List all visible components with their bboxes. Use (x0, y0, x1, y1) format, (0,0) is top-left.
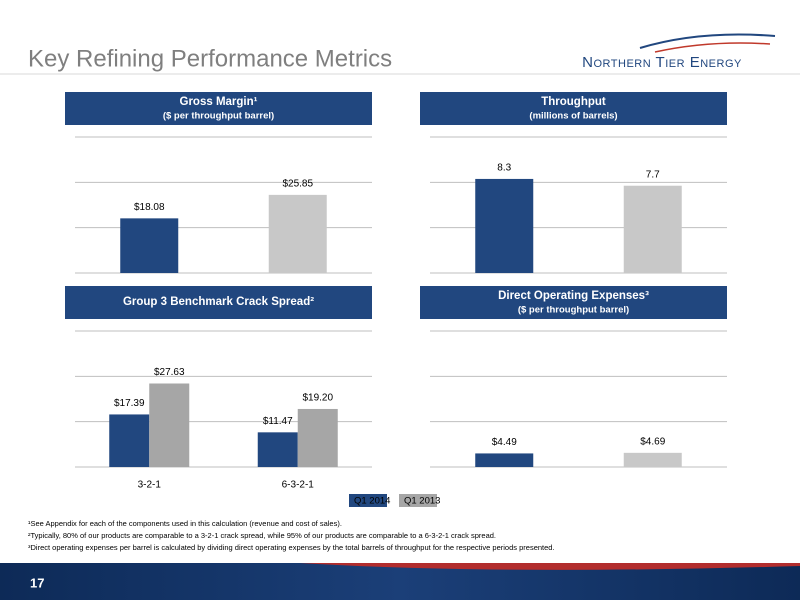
chart-header (420, 286, 727, 319)
x-tick-label: 3-2-1 (138, 480, 162, 491)
logo-swoosh (639, 33, 776, 49)
bar (257, 432, 298, 467)
bar (475, 178, 534, 273)
chart-title: Group 3 Benchmark Crack Spread² (123, 296, 314, 308)
chart-subtitle: ($ per throughput barrel) (518, 305, 629, 316)
footnote: ¹See Appendix for each of the components… (28, 519, 342, 528)
chart-header (65, 286, 372, 319)
bar (149, 383, 190, 467)
value-label: $18.08 (134, 202, 165, 213)
value-label: $4.69 (640, 436, 665, 447)
legend-label: Q1 2014 (354, 496, 390, 507)
x-tick-label: 6-3-2-1 (282, 480, 315, 491)
page-number: 17 (30, 575, 44, 590)
value-label: $25.85 (282, 179, 313, 190)
value-label: 7.7 (646, 169, 660, 180)
chart-title: Direct Operating Expenses³ (498, 290, 649, 302)
bar (623, 185, 682, 273)
value-label: 8.3 (497, 163, 511, 174)
slide-title: Key Refining Performance Metrics (28, 45, 392, 72)
chart-title: Throughput (541, 96, 606, 108)
bar (475, 453, 534, 467)
chart-subtitle: ($ per throughput barrel) (163, 111, 274, 122)
footnote: ²Typically, 80% of our products are comp… (28, 531, 496, 540)
chart-header (420, 92, 727, 125)
bar (297, 408, 338, 467)
logo: Northern Tier Energy (582, 54, 742, 71)
value-label: $11.47 (263, 416, 293, 427)
chart-subtitle: (millions of barrels) (529, 111, 617, 122)
value-label: $27.63 (154, 367, 185, 378)
bar (623, 452, 682, 467)
bar (120, 218, 179, 273)
footer-accent (300, 563, 800, 570)
chart-title: Gross Margin¹ (180, 96, 258, 108)
legend-label: Q1 2013 (404, 496, 440, 507)
bar (268, 194, 327, 273)
footer-band (0, 563, 800, 600)
legend-swatch (399, 494, 437, 507)
legend-swatch (349, 494, 387, 507)
footnote: ³Direct operating expenses per barrel is… (28, 543, 555, 552)
chart-header (65, 92, 372, 125)
value-label: $19.20 (302, 393, 333, 404)
value-label: $17.39 (114, 398, 145, 409)
value-label: $4.49 (492, 437, 517, 448)
bar (109, 414, 150, 467)
logo-swoosh (654, 42, 771, 53)
